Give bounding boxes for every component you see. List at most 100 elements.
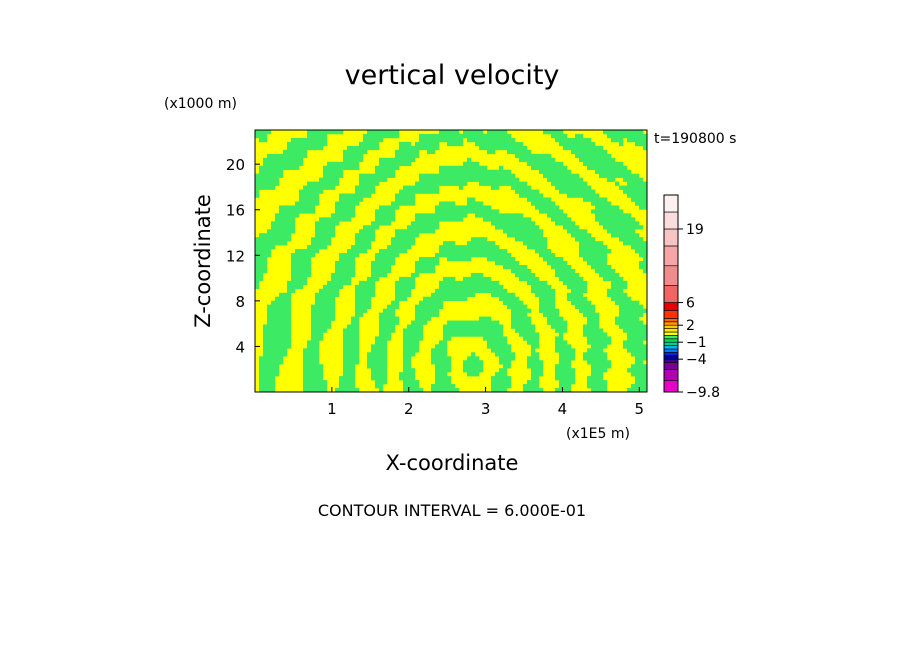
field-band [487,344,512,349]
field-band [255,237,292,242]
field-band [599,173,640,178]
field-band [291,137,328,143]
field-band [491,376,512,381]
field-band [255,264,268,270]
field-band [355,237,376,242]
colorbar-level [663,318,679,323]
field-band [583,257,608,262]
field-band [491,348,512,353]
field-band [531,201,556,206]
field-band [547,316,564,321]
field-band [587,380,608,385]
field-band [267,308,292,313]
x-tick-label: 3 [481,400,491,418]
field-band [583,332,608,337]
field-band [491,388,508,393]
field-band [255,133,268,139]
colorbar [663,194,679,393]
field-band [355,300,372,305]
field-band [635,376,648,381]
field-band [407,225,440,230]
field-band [403,336,424,341]
field-band [463,360,484,365]
field-band [555,340,568,345]
field-band [555,372,576,377]
field-band [255,193,260,198]
field-band [403,364,412,369]
time-label: t=190800 s [654,131,736,147]
colorbar-tick-label: −4 [686,352,707,368]
field-band [435,372,448,377]
field-band [359,280,376,286]
field-band [411,272,420,278]
y-axis-ticks: 4 8 12 16 20 [226,156,260,356]
field-band [599,221,640,226]
field-band [439,130,460,135]
field-band [307,245,328,250]
field-band [343,364,356,369]
field-band [547,213,568,218]
field-band [375,213,396,218]
field-band [263,340,292,345]
colorbar-level [663,352,679,357]
field-band [255,245,276,250]
field-band [447,141,464,147]
field-band [359,141,380,147]
field-band [531,352,540,357]
field-band [371,344,388,349]
field-band [539,253,556,258]
colorbar-tick-label: 6 [686,296,695,312]
field-band [631,197,648,202]
field-band [491,380,512,385]
field-band [535,249,552,254]
field-band [351,320,360,325]
field-band [591,364,612,369]
field-band [495,225,540,230]
field-band [315,296,336,301]
field-band [371,268,392,274]
field-band [635,356,648,361]
field-band [443,336,452,341]
field-band [315,221,340,226]
field-band [627,193,648,198]
field-band [599,272,620,278]
field-band [435,205,492,210]
field-band [323,169,344,174]
field-band [555,268,576,274]
field-band [355,308,368,313]
y-tick-label: 20 [226,156,245,174]
field-band [303,364,324,369]
field-band [591,209,624,214]
field-band [519,276,540,282]
field-band [435,288,508,294]
field-band [303,356,320,361]
field-band [611,284,628,290]
field-band [311,320,332,325]
field-band [403,348,420,353]
field-band [271,300,292,305]
field-band [435,253,512,258]
field-band [415,213,468,218]
field-band [511,268,532,274]
field-band [259,368,280,373]
field-band [543,312,560,317]
field-band [259,137,268,143]
field-band [371,221,392,226]
field-band [523,336,540,341]
field-band [491,221,536,226]
field-band [627,332,648,337]
field-band [527,197,552,202]
field-band [559,332,564,337]
field-band [259,364,280,369]
field-band [255,261,268,266]
field-band [627,137,648,143]
contour-interval-note: CONTOUR INTERVAL = 6.000E-01 [318,501,586,520]
field-band [259,388,276,393]
field-band [283,149,308,155]
field-band [279,209,316,214]
field-band [559,276,584,282]
field-band [487,340,508,345]
field-band [395,149,420,155]
field-band [571,300,592,305]
field-band [403,360,412,365]
